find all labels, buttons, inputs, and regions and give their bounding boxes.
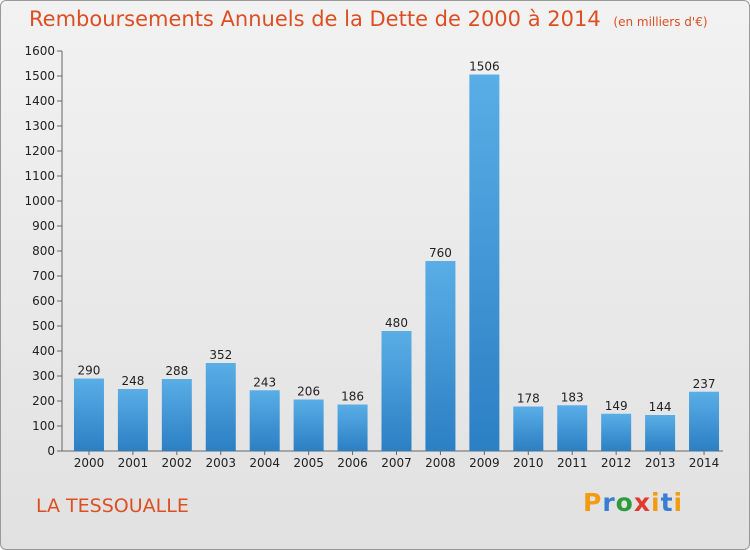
y-tick-label: 1300: [24, 119, 55, 133]
bar-2006: [337, 404, 368, 451]
bar-2011: [557, 405, 588, 451]
y-tick-label: 400: [32, 344, 55, 358]
y-tick-label: 300: [32, 369, 55, 383]
x-tick-label: 2013: [645, 456, 676, 470]
y-tick-label: 0: [47, 444, 55, 458]
bar-2012: [601, 413, 632, 451]
logo-letter: o: [615, 488, 634, 517]
bar-value-label: 149: [605, 399, 628, 413]
bar-value-label: 288: [165, 364, 188, 378]
x-tick-label: 2009: [469, 456, 500, 470]
bar-value-label: 248: [121, 374, 144, 388]
x-tick-label: 2000: [74, 456, 105, 470]
bar-2002: [161, 379, 192, 451]
bar-value-label: 760: [429, 246, 452, 260]
y-tick-label: 800: [32, 244, 55, 258]
chart-title: Remboursements Annuels de la Dette de 20…: [29, 7, 708, 31]
logo-letter: i: [651, 488, 661, 517]
x-tick-label: 2001: [118, 456, 149, 470]
y-tick-label: 1100: [24, 169, 55, 183]
y-tick-label: 200: [32, 394, 55, 408]
y-tick-label: 1000: [24, 194, 55, 208]
x-tick-label: 2003: [205, 456, 236, 470]
chart-subtitle: (en milliers d'€): [613, 15, 708, 29]
bar-2007: [381, 331, 412, 451]
bar-2014: [689, 391, 720, 451]
y-tick-label: 1200: [24, 144, 55, 158]
y-tick-label: 1500: [24, 69, 55, 83]
bar-2010: [513, 406, 544, 451]
bar-value-label: 480: [385, 316, 408, 330]
proxiti-logo: Proxiti: [583, 488, 683, 517]
bar-2009: [469, 74, 500, 451]
bar-value-label: 186: [341, 390, 364, 404]
bar-value-label: 144: [649, 400, 672, 414]
bar-2004: [249, 390, 280, 451]
y-tick-label: 700: [32, 269, 55, 283]
x-tick-label: 2014: [689, 456, 720, 470]
x-tick-label: 2007: [381, 456, 412, 470]
x-tick-label: 2011: [557, 456, 588, 470]
y-tick-label: 600: [32, 294, 55, 308]
bar-2005: [293, 399, 324, 451]
x-tick-label: 2008: [425, 456, 456, 470]
bar-2000: [73, 378, 104, 451]
x-tick-label: 2010: [513, 456, 544, 470]
logo-letter: t: [660, 488, 674, 517]
bar-value-label: 352: [209, 348, 232, 362]
x-tick-label: 2004: [249, 456, 280, 470]
place-name: LA TESSOUALLE: [36, 495, 189, 517]
bar-chart: 0 100 200 300 400 500 600 700 800 900 1000 1100 1200…: [24, 44, 723, 470]
bar-2013: [645, 415, 676, 451]
logo-letter: P: [583, 488, 603, 517]
bar-value-label: 206: [297, 385, 320, 399]
bar-value-label: 237: [693, 377, 716, 391]
bar-value-label: 243: [253, 375, 276, 389]
logo-letter: r: [602, 488, 616, 517]
logo-letter: i: [673, 488, 684, 517]
bar-value-label: 178: [517, 392, 540, 406]
bar-2001: [117, 389, 148, 451]
x-tick-label: 2012: [601, 456, 632, 470]
bar-2003: [205, 363, 236, 451]
logo-letters: Proxiti: [583, 488, 683, 517]
y-tick-label: 100: [32, 419, 55, 433]
bar-value-label: 1506: [469, 60, 500, 74]
y-tick-label: 900: [32, 219, 55, 233]
x-tick-label: 2005: [293, 456, 324, 470]
bar-value-label: 183: [561, 390, 584, 404]
y-tick-label: 1600: [24, 44, 55, 58]
x-tick-label: 2002: [162, 456, 193, 470]
bar-2008: [425, 261, 456, 451]
y-tick-label: 500: [32, 319, 55, 333]
x-tick-label: 2006: [337, 456, 368, 470]
bar-value-label: 290: [78, 364, 101, 378]
y-tick-label: 1400: [24, 94, 55, 108]
chart-title-text: Remboursements Annuels de la Dette de 20…: [29, 7, 601, 31]
logo-letter: x: [633, 488, 651, 517]
